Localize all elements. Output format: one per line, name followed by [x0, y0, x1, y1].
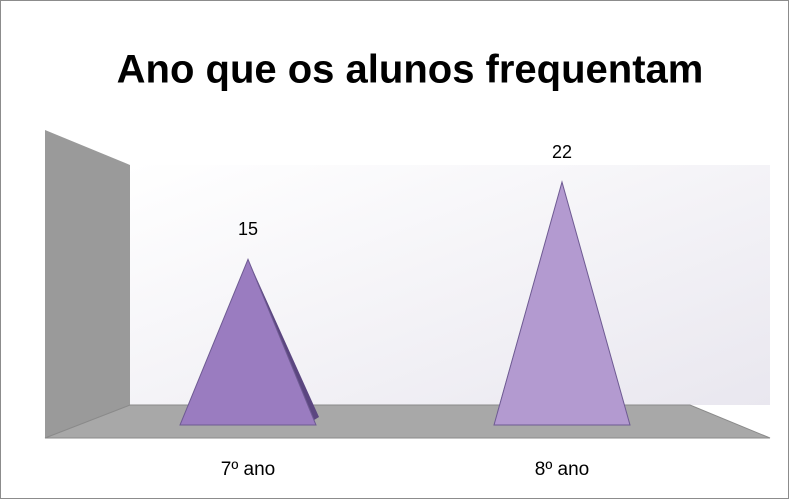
pyramid: [179, 258, 319, 426]
chart-title: Ano que os alunos frequentam: [117, 48, 704, 92]
data-label: 15: [238, 219, 258, 239]
back-wall: [130, 165, 770, 405]
pyramid-face: [179, 258, 317, 426]
x-tick-label: 8º ano: [535, 459, 590, 480]
pyramid-side: [248, 259, 319, 425]
x-tick-label: 7º ano: [221, 459, 276, 480]
pyramid: [493, 180, 631, 426]
side-wall: [45, 130, 130, 438]
data-label: 22: [552, 142, 572, 162]
pyramid-face: [493, 180, 631, 426]
floor: [44, 404, 771, 439]
